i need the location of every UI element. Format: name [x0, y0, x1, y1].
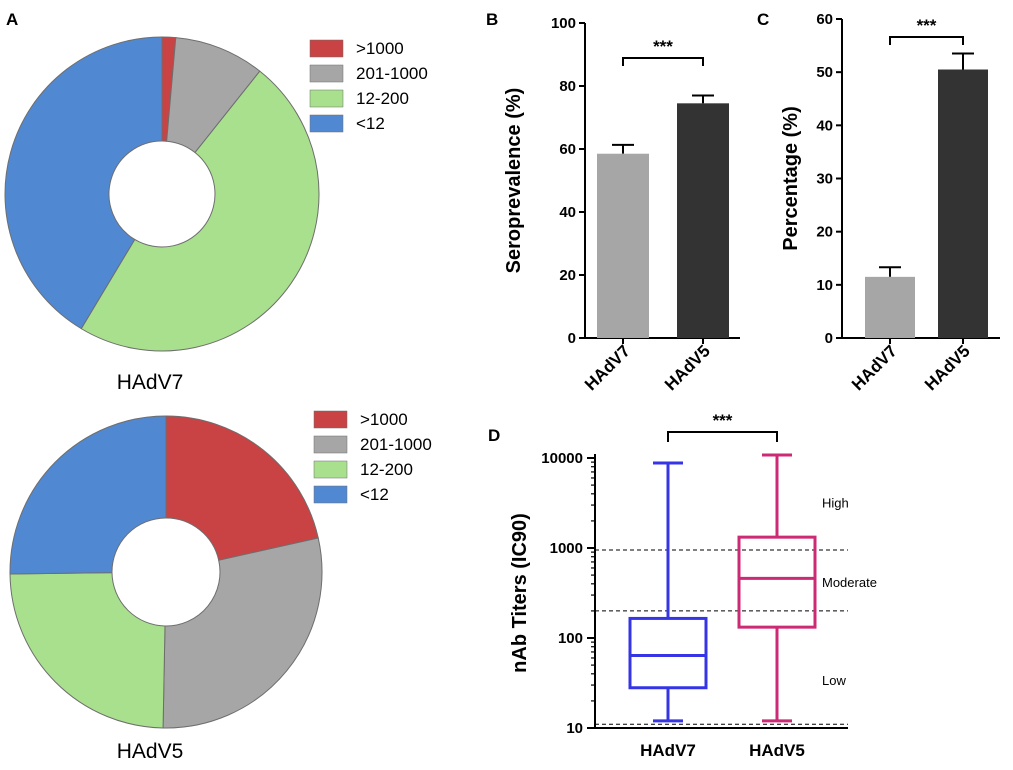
legend-label-12-200: 12-200 [360, 460, 413, 479]
bar-hadv7 [597, 153, 649, 338]
y-tick-label-100: 100 [558, 630, 583, 647]
box-plot-nab-titers: 10 100 1000 10000 High Moderate Low nAb Titers … [509, 411, 877, 760]
significance-label: *** [653, 37, 673, 56]
bar-chart-seroprevalence: 0 20 40 60 80 100 Seroprevalence (%) HAdV7 HAdV5… [503, 15, 740, 394]
y-tick-label-100: 100 [551, 15, 576, 32]
y-axis-title: nAb Titers (IC90) [509, 513, 531, 673]
legend-label-1000: >1000 [356, 39, 404, 58]
legend-hadv7: >1000 201-1000 12-200 <12 [309, 39, 428, 133]
y-axis-title: Seroprevalence (%) [503, 88, 525, 274]
legend-label-12-200: 12-200 [356, 89, 409, 108]
x-tick-label-hadv7: HAdV7 [581, 341, 634, 394]
x-tick-label-hadv5: HAdV5 [921, 341, 974, 394]
x-tick-label-hadv7: HAdV7 [848, 341, 901, 394]
bar-hadv7 [865, 276, 915, 338]
pie-slice-12 [9, 415, 167, 575]
pie-title-hadv5: HAdV5 [117, 740, 184, 763]
legend-label-1000: >1000 [360, 410, 408, 429]
y-axis-title: Percentage (%) [780, 106, 802, 251]
significance-bracket [667, 431, 778, 442]
y-tick-label-20: 20 [816, 224, 833, 241]
pie-title-hadv7: HAdV7 [117, 371, 184, 394]
panel-label-a: A [6, 10, 18, 29]
x-tick-label-hadv5: HAdV5 [661, 341, 714, 394]
x-tick-label-hadv5: HAdV5 [749, 741, 805, 760]
y-tick-label-10: 10 [566, 720, 583, 737]
panel-label-b: B [486, 10, 498, 29]
legend-swatch-201-1000 [309, 64, 344, 83]
pie-slice-1000 [165, 415, 319, 561]
legend-label-201-1000: 201-1000 [356, 64, 428, 83]
y-tick-label-1000: 1000 [550, 540, 583, 557]
legend-swatch-12 [313, 485, 348, 504]
legend-hadv5: >1000 201-1000 12-200 <12 [313, 410, 432, 504]
bar-chart-percentage: 0 10 20 30 40 50 60 Percentage (%) HAdV7 HAdV5 *** [780, 11, 1000, 394]
significance-bracket [622, 57, 704, 66]
legend-label-201-1000: 201-1000 [360, 435, 432, 454]
y-tick-label-10: 10 [816, 277, 833, 294]
y-tick-label-60: 60 [816, 11, 833, 28]
legend-swatch-1000 [313, 410, 348, 429]
y-tick-label-50: 50 [816, 64, 833, 81]
legend-label-12: <12 [356, 114, 385, 133]
y-tick-label-60: 60 [559, 141, 576, 158]
panel-label-d: D [488, 426, 500, 445]
legend-label-12: <12 [360, 485, 389, 504]
x-tick-label-hadv7: HAdV7 [640, 741, 696, 760]
legend-swatch-12-200 [313, 460, 348, 479]
zone-label-high: High [822, 496, 849, 511]
pie-chart-hadv5 [9, 415, 323, 729]
y-tick-label-0: 0 [568, 330, 576, 347]
pie-slice-201-1000 [162, 537, 323, 729]
y-tick-label-20: 20 [559, 267, 576, 284]
pie-slice-12-200 [9, 572, 166, 729]
y-tick-label-40: 40 [559, 204, 576, 221]
zone-label-low: Low [822, 673, 846, 688]
bar-hadv5 [938, 69, 988, 338]
legend-swatch-1000 [309, 39, 344, 58]
pie-slice-12-200 [80, 70, 320, 352]
bar-hadv5 [677, 103, 729, 338]
y-tick-label-0: 0 [825, 330, 833, 347]
legend-swatch-12-200 [309, 89, 344, 108]
pie-slice-12 [4, 36, 163, 330]
significance-label: *** [713, 411, 733, 430]
box-hadv7 [628, 616, 708, 690]
legend-swatch-12 [309, 114, 344, 133]
y-tick-label-30: 30 [816, 171, 833, 188]
y-tick-label-40: 40 [816, 117, 833, 134]
panel-label-c: C [757, 10, 769, 29]
y-tick-label-10000: 10000 [541, 450, 583, 467]
box-hadv5 [737, 535, 817, 629]
y-tick-label-80: 80 [559, 78, 576, 95]
significance-bracket [889, 36, 964, 45]
pie-chart-hadv7 [4, 36, 320, 352]
significance-label: *** [917, 16, 937, 35]
zone-label-moderate: Moderate [822, 575, 877, 590]
legend-swatch-201-1000 [313, 435, 348, 454]
